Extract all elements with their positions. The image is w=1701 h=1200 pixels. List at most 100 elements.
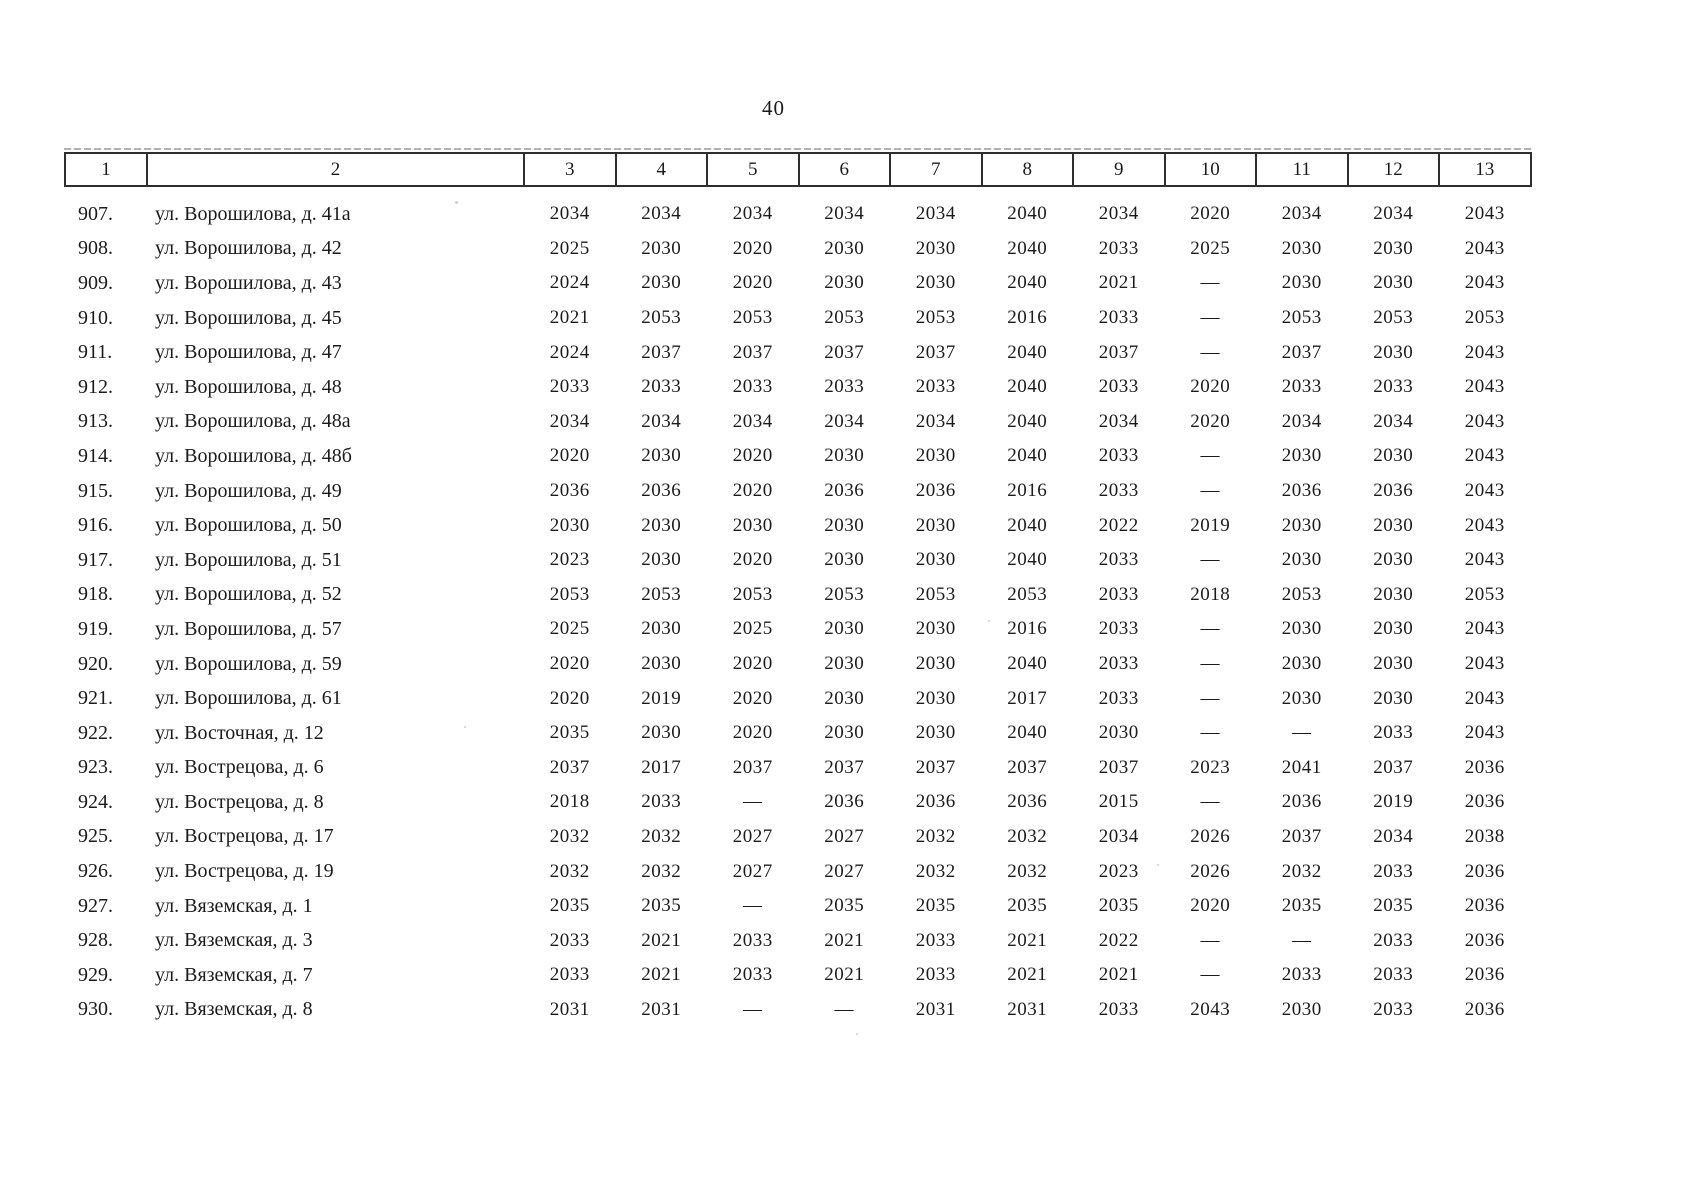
address-cell: ул. Ворошилова, д. 59 — [155, 652, 342, 675]
year-cell: 2019 — [1190, 514, 1231, 536]
scan-speck — [856, 1033, 858, 1035]
year-cell: 2036 — [1464, 860, 1505, 882]
year-cell: 2030 — [1373, 549, 1414, 571]
year-cell: 2016 — [1007, 307, 1048, 329]
year-cell: 2024 — [549, 272, 590, 294]
year-cell: 2035 — [1373, 895, 1414, 917]
year-cell: 2030 — [641, 722, 682, 744]
year-cell: 2036 — [824, 480, 865, 502]
year-cell: 2030 — [1373, 514, 1414, 536]
header-body-gap — [65, 186, 1531, 197]
year-cell: 2043 — [1464, 687, 1505, 709]
year-cell: 2016 — [1007, 480, 1048, 502]
year-cell: 2035 — [915, 895, 956, 917]
address-cell: ул. Вяземская, д. 3 — [155, 929, 313, 952]
year-cell: 2033 — [732, 929, 773, 951]
address-cell: ул. Вострецова, д. 17 — [155, 825, 334, 848]
year-cell: 2030 — [915, 722, 956, 744]
table-row: 923. ул. Вострецова, д. 6 2037 2017 2037 2037… — [65, 751, 1531, 786]
year-cell: 2038 — [1464, 825, 1505, 847]
row-number: 928. — [78, 929, 113, 952]
row-number: 919. — [78, 617, 113, 640]
year-cell: 2040 — [1007, 272, 1048, 294]
year-cell: 2053 — [824, 307, 865, 329]
year-cell: 2030 — [824, 722, 865, 744]
year-cell: 2033 — [915, 929, 956, 951]
empty-dash-cell: — — [743, 895, 763, 917]
address-cell: ул. Ворошилова, д. 51 — [155, 548, 342, 571]
year-cell: 2053 — [824, 583, 865, 605]
empty-dash-cell: — — [1292, 722, 1312, 744]
year-cell: 2030 — [1373, 445, 1414, 467]
year-cell: 2037 — [549, 756, 590, 778]
year-cell: 2025 — [549, 618, 590, 640]
column-header-3: 3 — [523, 152, 617, 187]
year-cell: 2030 — [915, 618, 956, 640]
year-cell: 2033 — [1373, 998, 1414, 1020]
table-row: 917. ул. Ворошилова, д. 51 2023 2030 2020 203… — [65, 543, 1531, 578]
year-cell: 2037 — [1007, 756, 1048, 778]
address-cell: ул. Ворошилова, д. 42 — [155, 237, 342, 260]
year-cell: 2030 — [1373, 341, 1414, 363]
empty-dash-cell: — — [743, 998, 763, 1020]
year-cell: 2020 — [732, 480, 773, 502]
year-cell: 2020 — [732, 549, 773, 571]
address-cell: ул. Ворошилова, д. 48 — [155, 375, 342, 398]
address-cell: ул. Ворошилова, д. 47 — [155, 341, 342, 364]
year-cell: 2030 — [915, 653, 956, 675]
year-cell: 2020 — [732, 687, 773, 709]
row-number: 921. — [78, 687, 113, 710]
year-cell: 2019 — [641, 687, 682, 709]
year-cell: 2053 — [1464, 583, 1505, 605]
year-cell: 2032 — [549, 860, 590, 882]
table-row: 919. ул. Ворошилова, д. 57 2025 2030 2025 203… — [65, 612, 1531, 647]
year-cell: 2033 — [641, 376, 682, 398]
year-cell: 2037 — [732, 756, 773, 778]
year-cell: 2053 — [915, 307, 956, 329]
row-number: 925. — [78, 825, 113, 848]
address-cell: ул. Ворошилова, д. 48а — [155, 410, 351, 433]
year-cell: 2024 — [549, 341, 590, 363]
year-cell: 2034 — [732, 203, 773, 225]
year-cell: 2035 — [549, 895, 590, 917]
year-cell: 2033 — [915, 376, 956, 398]
year-cell: 2033 — [549, 964, 590, 986]
table-row: 916. ул. Ворошилова, д. 50 2030 2030 2030 203… — [65, 508, 1531, 543]
year-cell: 2043 — [1190, 998, 1231, 1020]
year-cell: 2043 — [1464, 410, 1505, 432]
year-cell: 2033 — [1373, 964, 1414, 986]
table-row: 927. ул. Вяземская, д. 1 2035 2035 — 2035 2035… — [65, 889, 1531, 924]
year-cell: 2037 — [824, 756, 865, 778]
year-cell: 2034 — [1281, 410, 1322, 432]
year-cell: 2036 — [915, 480, 956, 502]
year-cell: 2020 — [549, 687, 590, 709]
year-cell: 2020 — [732, 445, 773, 467]
year-cell: 2036 — [1281, 480, 1322, 502]
year-cell: 2034 — [915, 410, 956, 432]
year-cell: 2033 — [1098, 583, 1139, 605]
year-cell: 2020 — [549, 445, 590, 467]
empty-dash-cell: — — [1200, 445, 1220, 467]
year-cell: 2053 — [915, 583, 956, 605]
scan-speck — [988, 620, 990, 622]
year-cell: 2022 — [1098, 514, 1139, 536]
year-cell: 2037 — [915, 756, 956, 778]
year-cell: 2036 — [824, 791, 865, 813]
address-cell: ул. Вяземская, д. 1 — [155, 894, 313, 917]
row-number: 927. — [78, 894, 113, 917]
table-body: 907. ул. Ворошилова, д. 41а 2034 2034 2034 20… — [65, 186, 1531, 1027]
row-number: 908. — [78, 237, 113, 260]
table-row: 924. ул. Вострецова, д. 8 2018 2033 — 2036 203… — [65, 785, 1531, 820]
empty-dash-cell: — — [1200, 653, 1220, 675]
year-cell: 2030 — [915, 687, 956, 709]
table-row: 918. ул. Ворошилова, д. 52 2053 2053 2053 205… — [65, 578, 1531, 613]
table-row: 913. ул. Ворошилова, д. 48а 2034 2034 2034 20… — [65, 405, 1531, 440]
address-cell: ул. Ворошилова, д. 43 — [155, 271, 342, 294]
year-cell: 2020 — [732, 722, 773, 744]
year-cell: 2030 — [641, 272, 682, 294]
column-header-8: 8 — [980, 152, 1074, 187]
year-cell: 2036 — [1281, 791, 1322, 813]
table-row: 909. ул. Ворошилова, д. 43 2024 2030 2020 203… — [65, 266, 1531, 301]
year-cell: 2033 — [824, 376, 865, 398]
year-cell: 2030 — [1373, 618, 1414, 640]
